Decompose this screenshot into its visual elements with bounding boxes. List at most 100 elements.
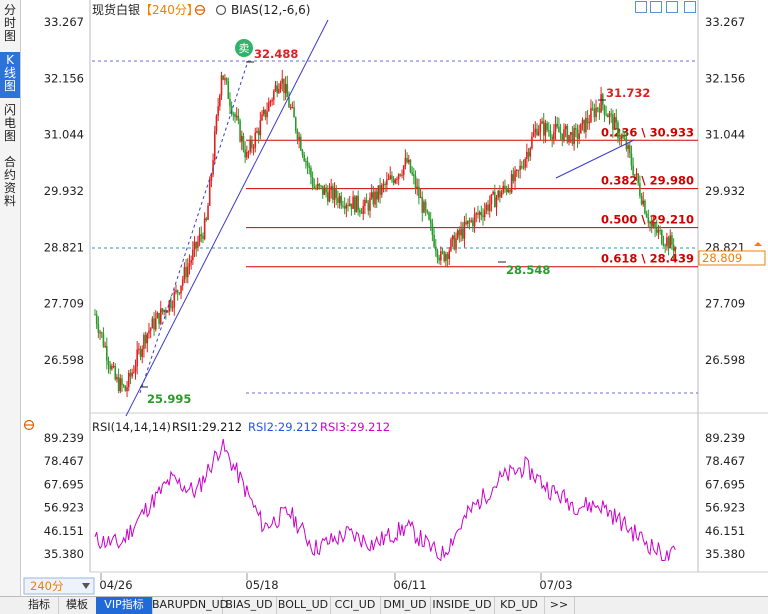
fullscreen-icon[interactable] — [684, 1, 696, 13]
candle-body — [497, 190, 499, 198]
candle-body — [542, 121, 545, 136]
candle-body — [202, 235, 204, 239]
tab-contract-info[interactable]: 合约资料 — [3, 155, 16, 208]
candle-body — [325, 187, 327, 193]
candle-body — [397, 174, 400, 180]
candle-body — [482, 215, 484, 218]
candle-body — [377, 185, 380, 200]
chart-area[interactable]: 现货白银 【240分】 BIAS(12,-6,6) 33.267 33.267 32… — [0, 0, 768, 596]
rsi-axis: 89.239 89.239 78.467 78.467 67.695 67.695 56.9… — [44, 431, 746, 561]
candle-body — [558, 126, 560, 133]
candle-body — [165, 309, 167, 313]
candle-body — [296, 130, 299, 140]
candle-body — [438, 257, 440, 261]
candle-body — [271, 99, 273, 102]
candle-body — [628, 145, 631, 154]
rsi-tick-left: 35.380 — [44, 547, 84, 561]
candle-body — [300, 136, 302, 151]
candle-body — [563, 129, 565, 141]
candle-body — [198, 234, 201, 242]
candle-body — [139, 348, 142, 357]
rsi-settings-icon[interactable] — [23, 419, 35, 431]
candle-body — [504, 185, 506, 189]
candle-body — [342, 205, 344, 207]
candle-body — [522, 167, 525, 169]
candle-body — [553, 131, 555, 140]
indicator-tab-10[interactable]: >> — [544, 597, 575, 614]
candle-body — [494, 191, 496, 208]
candle-body — [256, 130, 258, 133]
candle-body — [429, 219, 432, 224]
indicator-tab-1[interactable]: 模板 — [58, 597, 97, 614]
candle-body — [622, 135, 624, 139]
candle-body — [559, 132, 562, 134]
candle-body — [114, 366, 117, 380]
candle-body — [112, 366, 115, 368]
candle-body — [431, 223, 434, 235]
candle-body — [148, 330, 150, 334]
price-tick-left: 32.156 — [44, 71, 84, 85]
indicator-tab-5[interactable]: BOLL_UD — [276, 597, 331, 614]
tab-kline[interactable]: K线图 — [0, 52, 20, 98]
indicator-toggle-icon[interactable] — [215, 4, 227, 16]
price-tick-right: 27.709 — [705, 297, 745, 311]
sell-signal-marker[interactable]: 卖 — [235, 39, 253, 57]
candle-body — [574, 127, 577, 130]
candle-body — [229, 98, 231, 107]
candle-body — [186, 266, 189, 278]
rsi2-legend: RSI2:29.212 — [248, 420, 318, 434]
period-selector[interactable]: 240分 — [23, 577, 95, 595]
candle-body — [623, 138, 626, 140]
candle-body — [372, 192, 375, 205]
candle-body — [252, 147, 255, 149]
candle-body — [492, 191, 494, 195]
candle-body — [406, 158, 408, 163]
rsi-tick-left: 46.151 — [44, 524, 84, 538]
indicator-tab-4[interactable]: BIAS_UD — [222, 597, 277, 614]
candle-body — [672, 244, 675, 252]
candle-body — [171, 307, 174, 309]
candle-body — [183, 267, 186, 280]
indicator-tab-8[interactable]: INSIDE_UD — [430, 597, 495, 614]
candle-body — [335, 188, 338, 198]
indicator-tab-2[interactable]: VIP指标 — [96, 597, 153, 614]
candle-body — [634, 174, 636, 176]
candle-body — [539, 123, 542, 132]
candle-body — [149, 328, 152, 331]
indicator-tab-0[interactable]: 指标 — [20, 597, 59, 614]
candle-body — [224, 78, 226, 80]
candle-body — [524, 158, 526, 168]
candle-body — [661, 230, 663, 244]
candle-body — [618, 138, 621, 140]
candle-body — [192, 249, 194, 261]
candle-body — [423, 201, 425, 213]
candle-body — [244, 149, 246, 158]
price-tick-left: 28.821 — [44, 240, 84, 254]
indicator-tab-3[interactable]: BARUPDN_UD — [152, 597, 228, 614]
indicator-tab-6[interactable]: CCI_UD — [330, 597, 381, 614]
candle-body — [370, 192, 373, 198]
indicator-tab-9[interactable]: KD_UD — [494, 597, 545, 614]
candle-body — [289, 107, 292, 109]
candle-body — [131, 372, 133, 377]
tab-flash[interactable]: 闪电图 — [3, 103, 16, 143]
candle-body — [126, 387, 128, 392]
candle-body — [612, 114, 614, 130]
candle-body — [266, 111, 268, 118]
candle-body — [411, 172, 413, 175]
expand-icon[interactable] — [635, 1, 647, 13]
indicator-tab-7[interactable]: DMI_UD — [380, 597, 431, 614]
candle-body — [645, 213, 648, 218]
candle-body — [264, 109, 267, 118]
candle-body — [153, 318, 155, 330]
period-label: 【240分】 — [140, 3, 199, 17]
candle-body — [488, 204, 491, 211]
tab-timeshare[interactable]: 分时图 — [3, 3, 16, 43]
candle-body — [490, 194, 493, 205]
candle-body — [465, 221, 467, 225]
left-rail: 分时图 K线图 闪电图 合约资料 — [0, 0, 21, 596]
zoom-in-icon[interactable] — [650, 1, 662, 13]
candle-body — [100, 332, 103, 334]
zoom-out-icon[interactable] — [666, 1, 678, 13]
indicator-settings-icon[interactable] — [194, 4, 206, 16]
